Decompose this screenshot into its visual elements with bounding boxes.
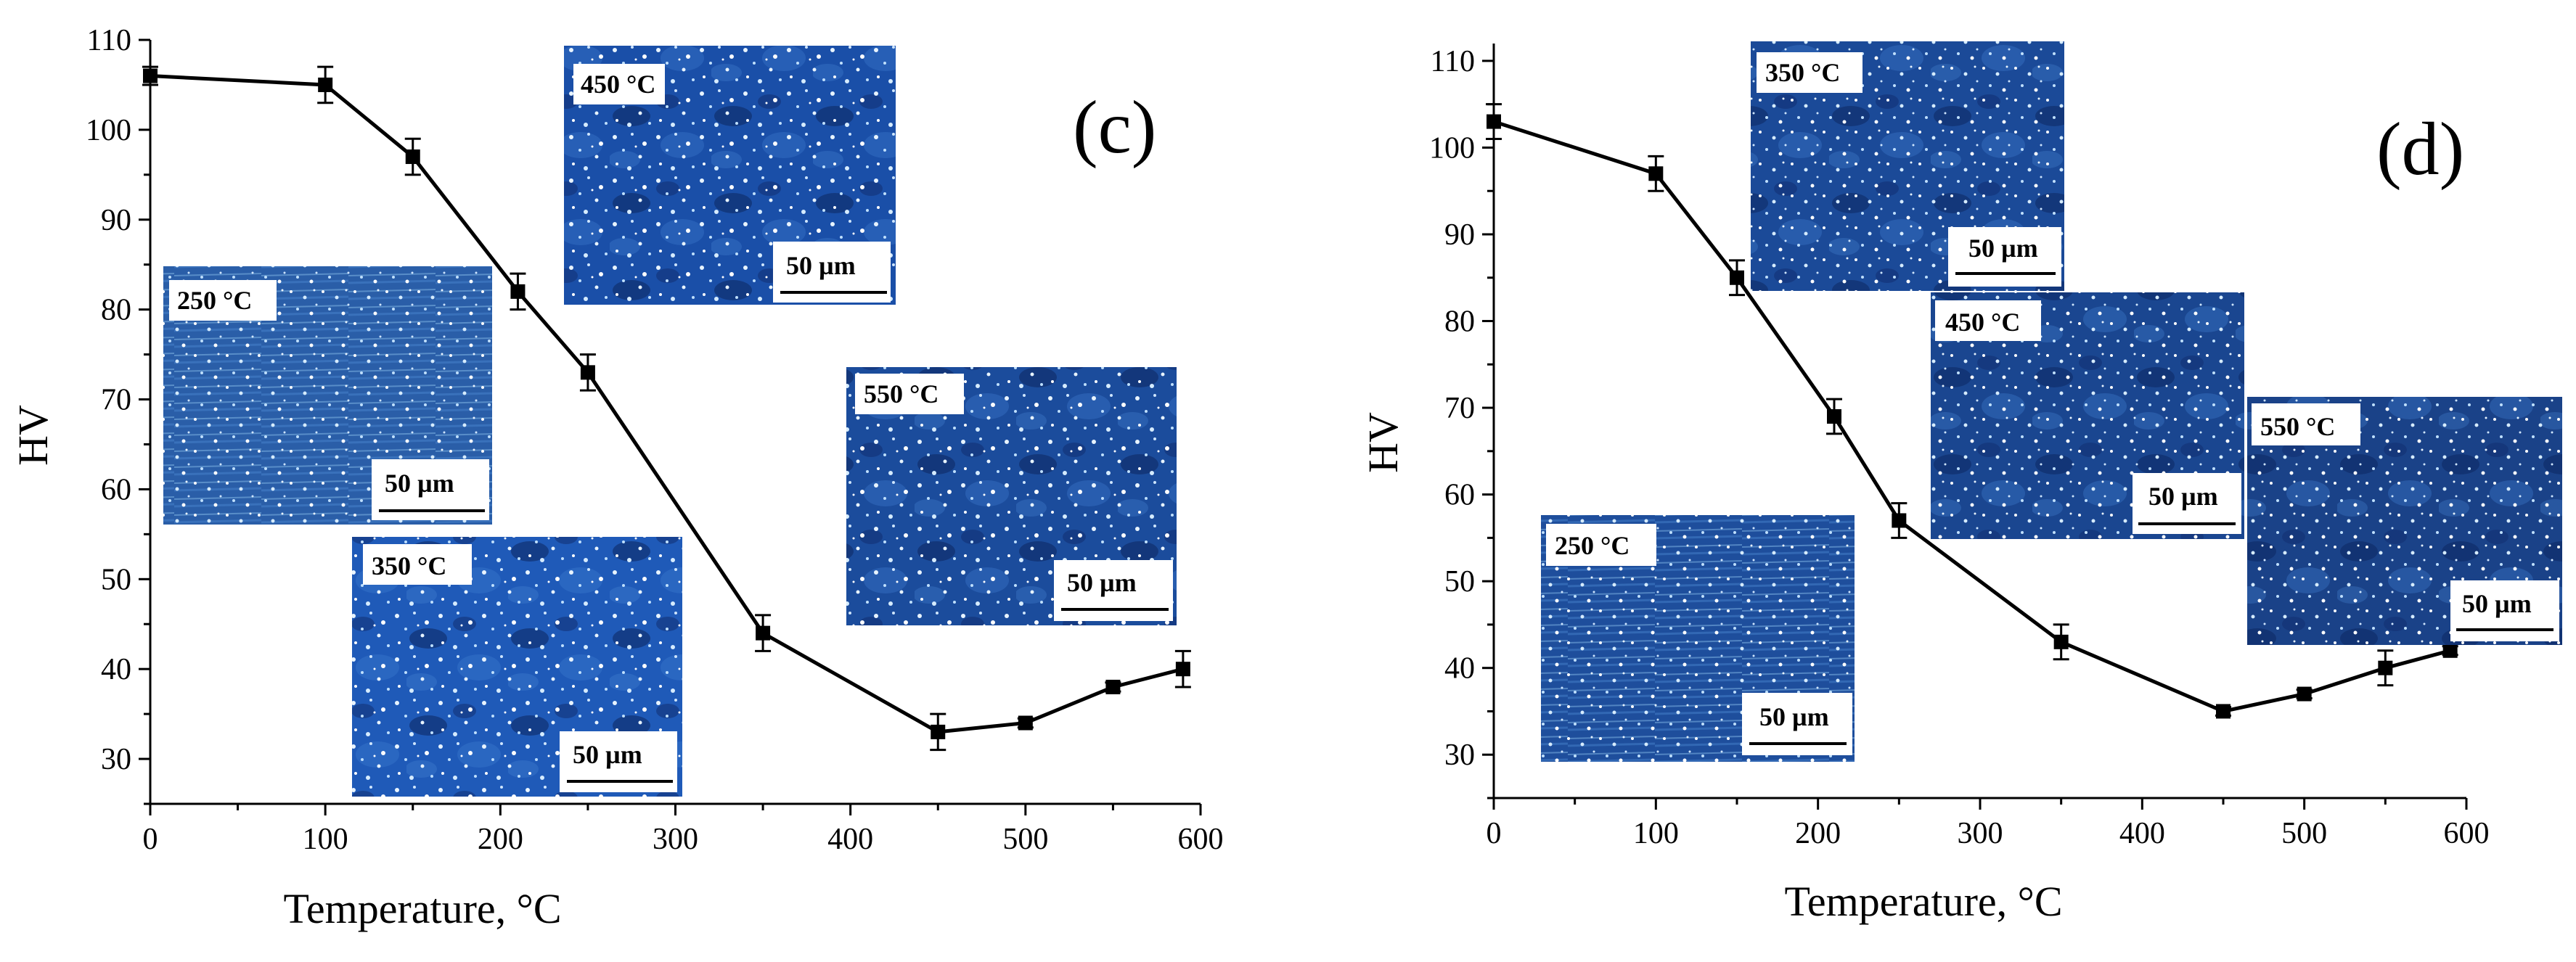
y-tick-label: 70 xyxy=(1444,392,1475,425)
inset-450c: 450 °C 50 µm xyxy=(564,46,896,305)
scale-bar-label: 50 µm xyxy=(1067,568,1137,597)
series-line xyxy=(150,74,1184,734)
inset-350c: 350 °C 50 µm xyxy=(352,537,682,797)
series-line xyxy=(1493,120,2451,714)
inset-label: 450 °C xyxy=(1945,308,2020,337)
data-point xyxy=(2216,704,2231,719)
inset-label: 350 °C xyxy=(372,551,446,580)
data-point xyxy=(1648,166,1664,181)
x-axis-title: Temperature, °C xyxy=(1784,878,2062,925)
y-tick-label: 90 xyxy=(1444,218,1475,252)
inset-label-box xyxy=(2252,403,2360,445)
y-axis-title: HV xyxy=(1359,412,1407,473)
inset-label-box xyxy=(363,544,472,585)
y-tick-label: 60 xyxy=(101,473,131,506)
data-point xyxy=(318,77,333,92)
inset-label: 350 °C xyxy=(1765,58,1840,87)
inset-label-box xyxy=(855,374,964,414)
x-axis-title: Temperature, °C xyxy=(283,885,561,932)
data-point xyxy=(1487,114,1501,129)
data-point xyxy=(1018,715,1033,731)
data-point xyxy=(2053,634,2069,649)
x-tick-label: 0 xyxy=(1487,817,1502,850)
inset-350c: 350 °C 50 µm xyxy=(1751,41,2064,291)
y-axis-title: HV xyxy=(9,405,57,466)
x-tick-label: 400 xyxy=(827,823,873,856)
x-tick-label: 200 xyxy=(1795,817,1841,850)
y-tick-label: 110 xyxy=(1431,45,1475,78)
scale-bar-label: 50 µm xyxy=(385,469,454,498)
data-point xyxy=(1730,270,1744,285)
data-point xyxy=(143,68,158,83)
inset-label-box xyxy=(1546,524,1656,566)
chart-panel-d: HV Temperature, °C 350 °C 50 µm 450 °C 5… xyxy=(1359,41,2562,925)
panel-label: (c) xyxy=(1073,86,1156,169)
inset-label: 250 °C xyxy=(177,286,252,315)
x-tick-label: 200 xyxy=(478,823,523,856)
inset-label: 450 °C xyxy=(581,70,655,99)
data-point xyxy=(2442,643,2458,658)
inset-250c: 250 °C 50 µm xyxy=(1541,515,1855,762)
x-tick-label: 100 xyxy=(1633,817,1679,850)
x-tick-label: 300 xyxy=(653,823,698,856)
chart-panel-c: HV Temperature, °C 450 °C 50 µm 250 °C 5… xyxy=(9,24,1224,932)
inset-250c: 250 °C 50 µm xyxy=(163,266,492,525)
y-tick-label: 30 xyxy=(101,743,131,776)
data-point xyxy=(1892,513,1907,528)
y-tick-label: 100 xyxy=(86,114,131,147)
y-tick-label: 80 xyxy=(1444,305,1475,339)
inset-label-box xyxy=(573,64,665,104)
y-tick-label: 80 xyxy=(101,294,131,327)
y-tick-label: 60 xyxy=(1444,479,1475,512)
x-tick-label: 600 xyxy=(1178,823,1224,856)
scale-bar-box xyxy=(1948,227,2061,287)
panel-label: (d) xyxy=(2376,107,2464,191)
inset-label: 550 °C xyxy=(2260,412,2335,441)
data-point xyxy=(2378,660,2393,675)
scale-bar-label: 50 µm xyxy=(2462,589,2532,618)
y-tick-label: 30 xyxy=(1444,739,1475,772)
x-tick-label: 0 xyxy=(143,823,158,856)
x-tick-label: 500 xyxy=(1002,823,1048,856)
data-point xyxy=(510,284,526,299)
scale-bar-label: 50 µm xyxy=(573,740,642,769)
y-tick-label: 100 xyxy=(1429,131,1475,165)
inset-label: 250 °C xyxy=(1555,531,1630,560)
inset-550c: 550 °C 50 µm xyxy=(2247,397,2562,645)
data-point xyxy=(1105,679,1121,694)
inset-label-box xyxy=(1757,52,1863,93)
y-tick-label: 40 xyxy=(101,653,131,686)
y-tick-label: 50 xyxy=(101,563,131,596)
data-point xyxy=(931,724,946,739)
data-point xyxy=(2297,686,2312,702)
inset-label-box xyxy=(169,280,277,321)
y-tick-label: 70 xyxy=(101,384,131,417)
data-point xyxy=(1827,409,1841,424)
inset-label-box xyxy=(1935,300,2041,341)
scale-bar-label: 50 µm xyxy=(2148,482,2218,511)
x-tick-label: 600 xyxy=(2444,817,2490,850)
x-tick-label: 500 xyxy=(2281,817,2327,850)
inset-450c: 450 °C 50 µm xyxy=(1931,292,2244,539)
y-tick-label: 90 xyxy=(101,204,131,237)
inset-550c: 550 °C 50 µm xyxy=(846,367,1177,625)
x-tick-label: 300 xyxy=(1958,817,2003,850)
scale-bar-label: 50 µm xyxy=(1968,234,2038,263)
x-tick-label: 400 xyxy=(2119,817,2165,850)
scale-bar-label: 50 µm xyxy=(786,251,856,280)
x-tick-label: 100 xyxy=(303,823,348,856)
data-point xyxy=(405,149,420,165)
scale-bar-label: 50 µm xyxy=(1759,702,1829,731)
y-tick-label: 110 xyxy=(87,24,131,57)
y-tick-label: 40 xyxy=(1444,652,1475,686)
data-point xyxy=(1175,662,1190,677)
plot-area: 0 100 200 300 400 500 600 30 40 50 60 70 80 90 100 110 xyxy=(86,24,1224,856)
y-tick-label: 50 xyxy=(1444,565,1475,599)
data-point xyxy=(580,365,595,380)
data-point xyxy=(756,625,771,641)
inset-label: 550 °C xyxy=(864,379,939,408)
plot-area: 0 100 200 300 400 500 600 30 40 50 60 70 80 90 100 110 xyxy=(1429,44,2490,850)
